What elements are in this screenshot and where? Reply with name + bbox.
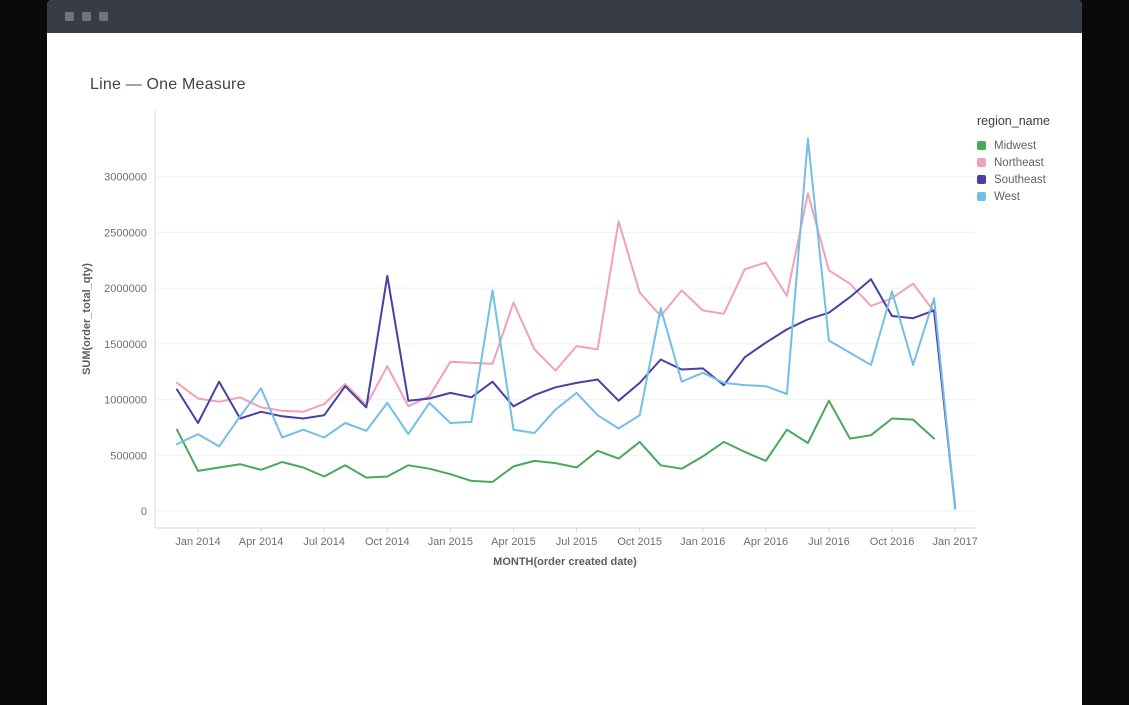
legend-label: West	[994, 190, 1020, 203]
legend-item-northeast[interactable]: Northeast	[977, 154, 1050, 171]
app-window	[47, 0, 1082, 705]
window-dot[interactable]	[99, 12, 108, 21]
legend-swatch	[977, 175, 986, 184]
legend-item-southeast[interactable]: Southeast	[977, 171, 1050, 188]
legend-swatch	[977, 158, 986, 167]
legend-label: Northeast	[994, 156, 1044, 169]
legend-item-west[interactable]: West	[977, 188, 1050, 205]
x-axis-title: MONTH(order created date)	[493, 556, 637, 568]
chart-title: Line — One Measure	[90, 76, 246, 93]
legend-swatch	[977, 141, 986, 150]
legend-title: region_name	[977, 114, 1050, 128]
legend-label: Midwest	[994, 139, 1037, 152]
window-titlebar	[47, 0, 1082, 33]
legend-items: Midwest Northeast Southeast West	[977, 137, 1050, 205]
y-axis-title: SUM(order_total_qty)	[81, 263, 93, 375]
legend-item-midwest[interactable]: Midwest	[977, 137, 1050, 154]
legend-swatch	[977, 192, 986, 201]
window-dot[interactable]	[82, 12, 91, 21]
window-dot[interactable]	[65, 12, 74, 21]
legend-label: Southeast	[994, 173, 1046, 186]
chart-legend: region_name Midwest Northeast Southeast Wes…	[977, 114, 1050, 205]
